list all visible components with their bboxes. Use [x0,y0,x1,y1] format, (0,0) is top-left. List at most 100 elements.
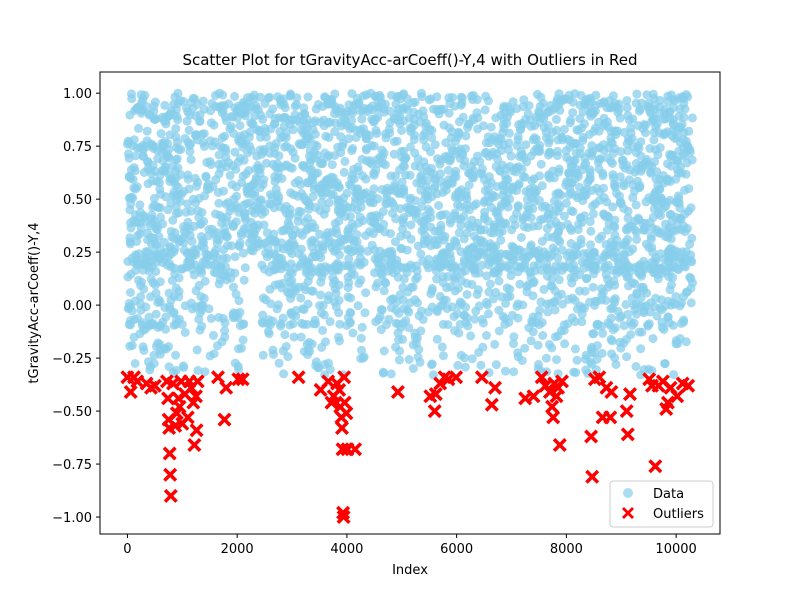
data-point [622,103,632,113]
data-point [378,207,388,217]
data-point [456,214,466,224]
data-point [257,260,267,270]
data-point [192,345,202,355]
data-point [599,252,608,262]
data-point [606,156,616,166]
data-point [480,105,490,115]
data-point [138,142,148,152]
data-point [639,308,649,318]
data-point [206,106,216,116]
data-point [578,107,588,117]
data-point [214,198,224,208]
data-point [473,124,483,134]
data-point [372,129,382,138]
data-point [418,131,428,141]
data-point [390,186,400,196]
data-point [230,147,240,157]
data-point [303,350,313,360]
data-point [300,195,310,205]
data-point [649,197,659,207]
data-point [247,227,257,237]
data-point [409,114,419,124]
data-point [552,355,561,365]
data-point [424,263,433,273]
x-tick-label: 0 [123,542,131,557]
data-point [686,250,696,260]
data-point [565,223,575,233]
data-point [214,150,224,160]
outlier-point [620,427,635,442]
data-point [349,270,359,280]
data-point [657,323,667,332]
y-tick-label: 0.00 [63,299,92,314]
data-point [608,202,618,212]
data-point [246,118,256,128]
data-point [401,102,411,112]
data-point [342,320,352,330]
data-point [657,305,667,315]
data-point [340,156,350,166]
data-point [220,326,230,336]
data-point [235,307,245,317]
data-point [390,237,400,247]
data-point [513,135,523,145]
data-point [273,300,283,310]
data-point [402,305,412,315]
data-point [636,166,646,176]
data-point [553,369,563,379]
x-axis: 0 2000 4000 6000 8000 10000 [123,534,697,557]
data-point [318,242,328,252]
data-point [453,360,463,370]
data-point [606,313,616,323]
data-point [575,286,584,296]
data-point [155,184,165,194]
data-point [568,249,578,259]
data-point [538,331,548,340]
y-tick-label: 0.25 [63,246,92,261]
data-point [501,250,511,259]
data-point [537,181,547,191]
data-point [278,113,288,123]
data-point [416,249,426,259]
data-point [334,238,344,248]
data-point [280,204,289,214]
data-point [480,212,490,222]
data-point [232,191,241,201]
legend-outlier-label: Outliers [653,507,704,522]
data-point [572,241,582,251]
data-point [310,203,320,212]
data-point [406,220,416,230]
data-point [592,341,602,351]
data-point [501,299,511,308]
data-point [410,97,420,107]
data-point [160,100,170,110]
outlier-point [291,370,306,385]
data-point [687,113,697,123]
data-point [279,369,289,379]
data-point [539,284,549,294]
data-point [392,136,402,146]
data-point [359,103,369,113]
data-point [552,125,561,135]
data-point [394,355,404,365]
data-point [194,193,204,203]
data-point [165,130,175,140]
data-point [657,197,667,207]
outlier-point [428,387,443,402]
data-point [174,314,184,324]
data-point [234,344,243,354]
data-point [423,194,433,204]
data-point [455,297,465,307]
data-point [320,92,330,102]
data-point [261,248,271,258]
data-point [183,199,192,209]
data-point [149,350,159,360]
data-point [295,140,305,150]
data-point [386,369,396,379]
data-point [274,279,284,289]
data-point [687,257,697,267]
data-point [667,280,676,290]
data-point [630,225,640,235]
data-point [388,294,398,304]
data-point [580,303,590,313]
